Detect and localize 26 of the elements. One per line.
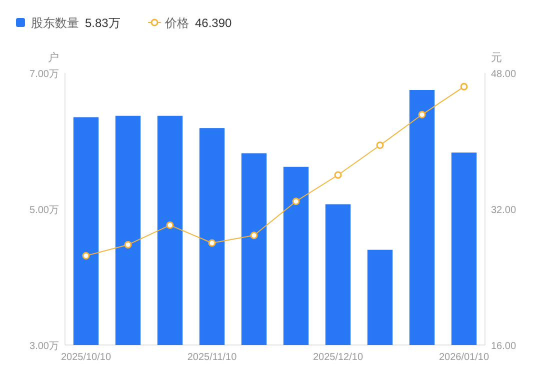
x-tick-label: 2025/12/10 (312, 352, 364, 363)
point (208, 239, 216, 247)
point (166, 221, 174, 229)
legend-label: 股东数量 (31, 16, 79, 30)
y-axis-title: 户 (48, 51, 59, 64)
text: 5.83万 (85, 16, 120, 30)
legend-label: 价格 (164, 16, 189, 30)
point (292, 198, 300, 206)
y2-tick-label: 48.00 (491, 69, 516, 80)
y2-tick-label: 16.00 (491, 341, 516, 352)
y-tick-label: 7.00万 (30, 69, 59, 80)
y2-tick-label: 32.00 (491, 205, 516, 216)
point (334, 171, 342, 179)
point (82, 252, 90, 260)
x-tick-label: 2025/10/10 (60, 352, 112, 363)
text: 46.390 (195, 16, 232, 30)
point (250, 232, 258, 240)
x-tick-label: 2026/01/10 (438, 352, 490, 363)
y2-axis-title: 元 (491, 52, 502, 64)
y-tick-label: 5.00万 (30, 205, 59, 216)
point (418, 110, 426, 118)
point (376, 142, 384, 149)
x-tick-label: 2025/11/10 (187, 352, 238, 363)
point (124, 240, 132, 248)
y-tick-label: 3.00万 (30, 341, 59, 352)
point (460, 82, 468, 90)
